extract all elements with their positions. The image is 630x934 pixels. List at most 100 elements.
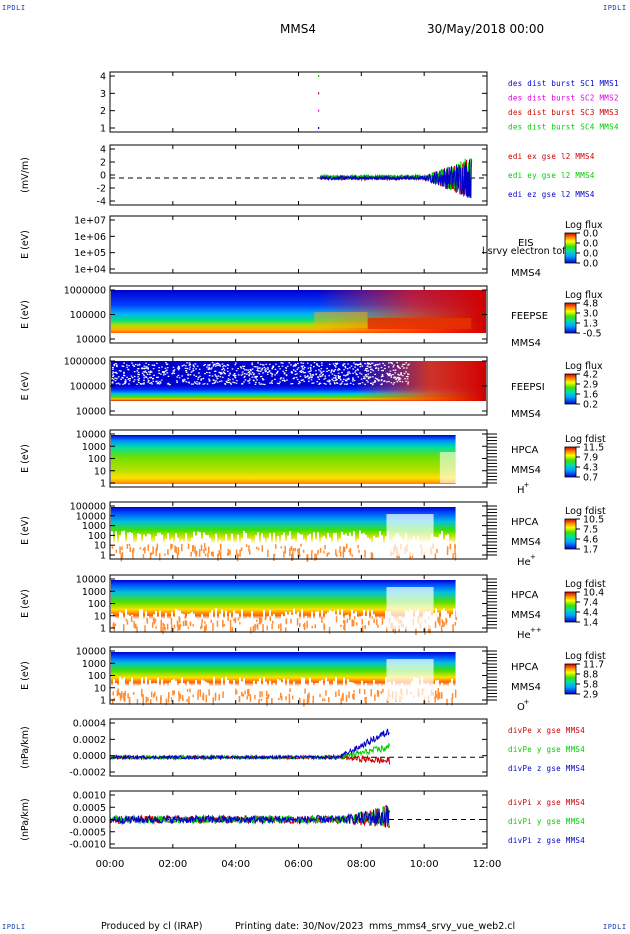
legend-entry: des dist burst SC1 MMS1: [508, 79, 619, 88]
date-title: 30/May/2018 00:00: [427, 22, 545, 36]
colorbar-tick-label: 4.8: [583, 299, 598, 310]
colorbar-title: Log fdist: [565, 579, 606, 590]
legend-entry: divPe z gse MMS4: [508, 764, 585, 773]
y-tick-label: 10000: [76, 335, 106, 346]
divpi-series-2: [109, 805, 391, 828]
legend-entry: divPi y gse MMS4: [508, 817, 585, 826]
y-tick-label: 100000: [70, 502, 106, 513]
y-tick-label: 2: [100, 158, 106, 169]
spacecraft-label: MMS4: [511, 465, 541, 476]
y-tick-label: 0.0004: [73, 719, 106, 730]
panel-frame-burst: [109, 71, 488, 133]
colorbar-tick-label: 1.4: [583, 618, 598, 629]
spacecraft-label: MMS4: [511, 537, 541, 548]
feepsi-energy-ramp: [111, 361, 486, 401]
panel-frame-divpe: [109, 718, 488, 777]
colorbar-tick-label: 11.5: [583, 443, 604, 454]
burst-mark-0: [317, 75, 320, 77]
instrument-label: HPCA: [511, 517, 539, 528]
colorbar-tick-label: -0.5: [583, 329, 602, 340]
divpe-series-2: [109, 728, 390, 761]
spacecraft-label: MMS4: [511, 268, 541, 279]
y-tick-label: -0.0010: [69, 840, 106, 851]
y-tick-label: 0: [100, 171, 106, 182]
species-label: H: [517, 485, 525, 496]
edi-series-2: [320, 159, 472, 199]
hpca-o-late-gap: [386, 659, 434, 701]
y-tick-label: 1e+06: [74, 232, 106, 243]
colorbar-tick-label: 4.3: [583, 463, 598, 474]
x-tick-label: 12:00: [473, 859, 502, 870]
colorbar-title: Log fdist: [565, 506, 606, 517]
x-tick-label: 08:00: [347, 859, 376, 870]
colorbar-tick-label: 0.0: [583, 229, 598, 240]
y-tick-label: 1000: [82, 587, 106, 598]
colorbar: [564, 591, 577, 623]
y-tick-label: 0.0005: [73, 803, 106, 814]
instrument-label: FEEPSI: [511, 382, 545, 393]
colorbar-tick-label: 10.4: [583, 588, 604, 599]
y-axis-label: E (eV): [20, 516, 31, 545]
hpca-h-late-gap: [439, 452, 456, 483]
y-tick-label: 0.0000: [73, 751, 106, 762]
y-tick-label: 1000: [82, 521, 106, 532]
x-tick-label: 06:00: [284, 859, 313, 870]
colorbar-tick-label: 4.4: [583, 608, 598, 619]
y-tick-label: 10: [94, 683, 106, 694]
colorbar-tick-label: 1.3: [583, 319, 598, 330]
x-tick-label: 04:00: [221, 859, 250, 870]
corner-label-top-left: IPDLI: [2, 4, 26, 12]
x-tick-label: 10:00: [410, 859, 439, 870]
y-tick-label: 100: [88, 531, 106, 542]
y-tick-label: 0.0010: [73, 791, 106, 802]
y-tick-label: 1: [100, 624, 106, 635]
legend-entry: divPe x gse MMS4: [508, 726, 585, 735]
colorbar-tick-label: 2.9: [583, 690, 598, 701]
species-charge: +: [530, 553, 536, 561]
instrument-label: EIS: [518, 238, 534, 249]
colorbar-title: Log flux: [565, 361, 603, 372]
legend-entry: edi ex gse l2 MMS4: [508, 152, 595, 161]
y-tick-label: 10000: [76, 575, 106, 586]
colorbar-title: Log fdist: [565, 434, 606, 445]
y-tick-label: 4: [100, 145, 106, 156]
y-tick-label: 3: [100, 89, 106, 100]
y-tick-label: 0.0002: [73, 735, 106, 746]
y-tick-label: 10: [94, 611, 106, 622]
colorbar-tick-label: 4.2: [583, 370, 598, 381]
y-tick-label: 1: [100, 696, 106, 707]
y-tick-label: 10: [94, 466, 106, 477]
colorbar: [564, 373, 577, 405]
spacecraft-label: MMS4: [511, 338, 541, 349]
instrument-label: HPCA: [511, 662, 539, 673]
colorbar-title: Log flux: [565, 290, 603, 301]
y-tick-label: 100000: [70, 382, 106, 393]
hpca-o-low-energy-gap: [111, 676, 455, 701]
legend-entry: des dist burst SC4 MMS4: [508, 123, 619, 132]
panel-edi: 4 2 0 -2 -4 (mV/m) edi ex gse l2 MMS4 edi ey gs…: [20, 144, 595, 208]
legend-entry: edi ez gse l2 MMS4: [508, 190, 595, 199]
legend-entry: des dist burst SC3 MMS3: [508, 108, 619, 117]
y-tick-label: 1000: [82, 442, 106, 453]
footer-filename: mms_mms4_srvy_vue_web2.cl: [369, 921, 516, 932]
y-tick-label: -0.0002: [69, 768, 106, 779]
colorbar-tick-label: 7.9: [583, 453, 598, 464]
colorbar-tick-label: 10.5: [583, 515, 604, 526]
y-axis-label: E (eV): [20, 230, 31, 259]
spacecraft-label: MMS4: [511, 682, 541, 693]
hpca-he2-low-energy-speckle: [112, 616, 457, 635]
colorbar-tick-label: 0.0: [583, 239, 598, 250]
y-tick-label: 10000: [76, 430, 106, 441]
species-charge: ++: [530, 626, 542, 634]
hpca-he2-late-gap: [386, 587, 434, 629]
colorbar-title: Log flux: [565, 220, 603, 231]
y-tick-label: -2: [97, 184, 106, 195]
feepsi-speckle: [111, 362, 410, 386]
colorbar-tick-label: 7.4: [583, 598, 598, 609]
legend-entry: des dist burst SC2 MMS2: [508, 94, 619, 103]
y-tick-label: 10000: [76, 511, 106, 522]
hpca-h-spectrogram: [111, 435, 456, 484]
